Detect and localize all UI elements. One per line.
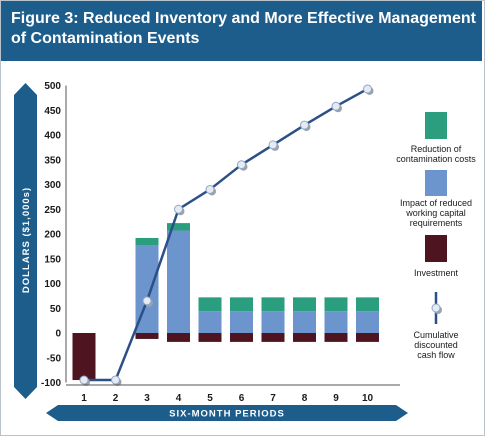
cash-flow-point xyxy=(205,184,215,194)
legend-label: Reduction of contamination costs xyxy=(396,144,476,164)
bar-contamination-reduction xyxy=(230,297,253,312)
bar-contamination-reduction xyxy=(198,297,222,312)
bar-investment xyxy=(72,333,96,381)
cash-flow-point xyxy=(331,101,341,111)
x-tick-label: 9 xyxy=(333,393,339,404)
cash-flow-point xyxy=(363,84,372,94)
y-tick-label: 350 xyxy=(44,155,61,166)
y-tick-label: -50 xyxy=(47,353,62,364)
bar-contamination-reduction xyxy=(324,297,348,312)
x-tick-label: 8 xyxy=(302,393,308,404)
bar-working-capital xyxy=(135,245,159,333)
cash-flow-point xyxy=(237,160,246,170)
bar-investment xyxy=(293,333,316,342)
figure-title: Figure 3: Reduced Inventory and More Eff… xyxy=(11,10,476,47)
cash-flow-point xyxy=(300,120,309,130)
y-tick-label: 200 xyxy=(44,230,61,241)
legend-swatch xyxy=(425,170,447,196)
x-tick-label: 5 xyxy=(207,393,213,404)
y-tick-label: 300 xyxy=(44,180,61,191)
y-axis-band xyxy=(14,95,37,387)
bar-working-capital xyxy=(293,311,316,333)
y-axis-arrow-down xyxy=(14,387,37,399)
y-tick-label: 400 xyxy=(44,131,61,142)
cash-flow-point xyxy=(111,375,120,385)
bar-working-capital xyxy=(167,230,190,333)
x-axis-band xyxy=(58,405,396,421)
x-tick-label: 6 xyxy=(239,393,245,404)
x-tick-label: 3 xyxy=(144,393,150,404)
bar-working-capital xyxy=(356,311,379,333)
legend-label: Investment xyxy=(414,268,459,278)
bar-investment xyxy=(135,333,159,339)
bar-investment xyxy=(198,333,222,342)
y-tick-label: 250 xyxy=(44,205,61,216)
bar-contamination-reduction xyxy=(135,237,159,246)
y-tick-label: 450 xyxy=(44,106,61,117)
y-axis-title: DOLLARS ($1,000s) xyxy=(21,187,32,293)
legend-swatch xyxy=(425,235,447,262)
x-tick-label: 4 xyxy=(176,393,182,404)
bar-working-capital xyxy=(324,311,348,333)
x-tick-label: 10 xyxy=(362,393,374,404)
x-tick-label: 7 xyxy=(270,393,276,404)
bar-investment xyxy=(356,333,379,342)
cash-flow-point xyxy=(142,296,152,306)
cash-flow-point xyxy=(79,375,89,385)
y-tick-label: 500 xyxy=(44,81,61,92)
y-tick-label: 100 xyxy=(44,279,61,290)
y-tick-label: 150 xyxy=(44,254,61,265)
y-tick-label: 50 xyxy=(50,304,62,315)
x-tick-label: 1 xyxy=(81,393,87,404)
bar-investment xyxy=(261,333,285,342)
bar-working-capital xyxy=(198,311,222,333)
bar-investment xyxy=(324,333,348,342)
bar-contamination-reduction xyxy=(167,223,190,231)
y-axis-arrow-up xyxy=(14,83,37,95)
x-axis-arrow-left xyxy=(46,405,58,421)
bar-contamination-reduction xyxy=(293,297,316,312)
bar-working-capital xyxy=(230,311,253,333)
bar-investment xyxy=(167,333,190,342)
title-banner: Figure 3: Reduced Inventory and More Eff… xyxy=(1,1,482,61)
cumulative-cash-flow-line xyxy=(84,87,369,382)
bar-contamination-reduction xyxy=(356,297,379,312)
cash-flow-point xyxy=(268,140,278,150)
legend-point xyxy=(431,303,441,313)
legend-swatch xyxy=(425,112,447,139)
bar-contamination-reduction xyxy=(261,297,285,312)
y-tick-label: -100 xyxy=(41,378,61,389)
legend-label: Cumulative discounted cash flow xyxy=(413,330,458,360)
x-axis-title: SIX-MONTH PERIODS xyxy=(169,409,285,420)
cash-flow-point xyxy=(174,204,183,214)
bar-investment xyxy=(230,333,253,342)
legend-label: Impact of reduced working capital requirem… xyxy=(400,198,472,228)
y-tick-label: 0 xyxy=(55,329,61,340)
x-tick-label: 2 xyxy=(113,393,119,404)
x-axis-arrow-right xyxy=(396,405,408,421)
bar-working-capital xyxy=(261,311,285,333)
